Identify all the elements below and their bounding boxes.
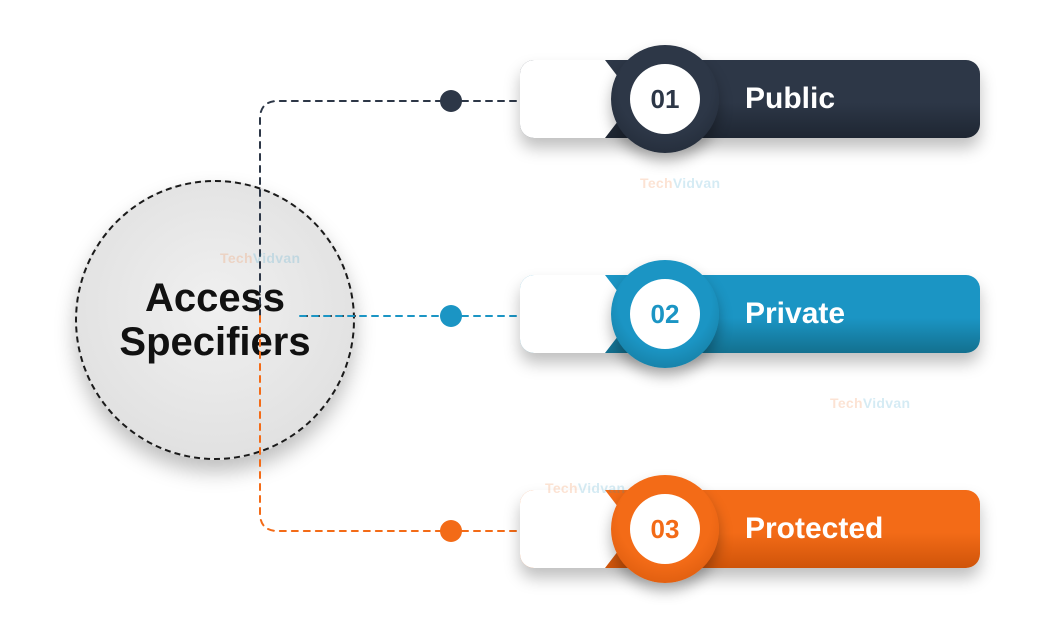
arrow-block [520,490,605,568]
number-badge: 02 [630,279,700,349]
center-node: Access Specifiers [75,180,355,460]
center-title: Access Specifiers [119,276,310,364]
watermark: TechVidvan [830,395,910,411]
item-protected: 03 Protected [520,490,980,568]
connector-dot [440,90,462,112]
item-label: Public [745,82,835,116]
connector-dot [440,305,462,327]
item-private: 02 Private [520,275,980,353]
item-label: Private [745,297,845,331]
arrow-block [520,275,605,353]
number-badge: 01 [630,64,700,134]
access-specifiers-diagram: Access Specifiers 01 Public 02 Private 03 Pro… [0,0,1050,628]
arrow-block [520,60,605,138]
watermark: TechVidvan [640,175,720,191]
number-badge: 03 [630,494,700,564]
item-public: 01 Public [520,60,980,138]
connector-dot [440,520,462,542]
item-label: Protected [745,512,883,546]
